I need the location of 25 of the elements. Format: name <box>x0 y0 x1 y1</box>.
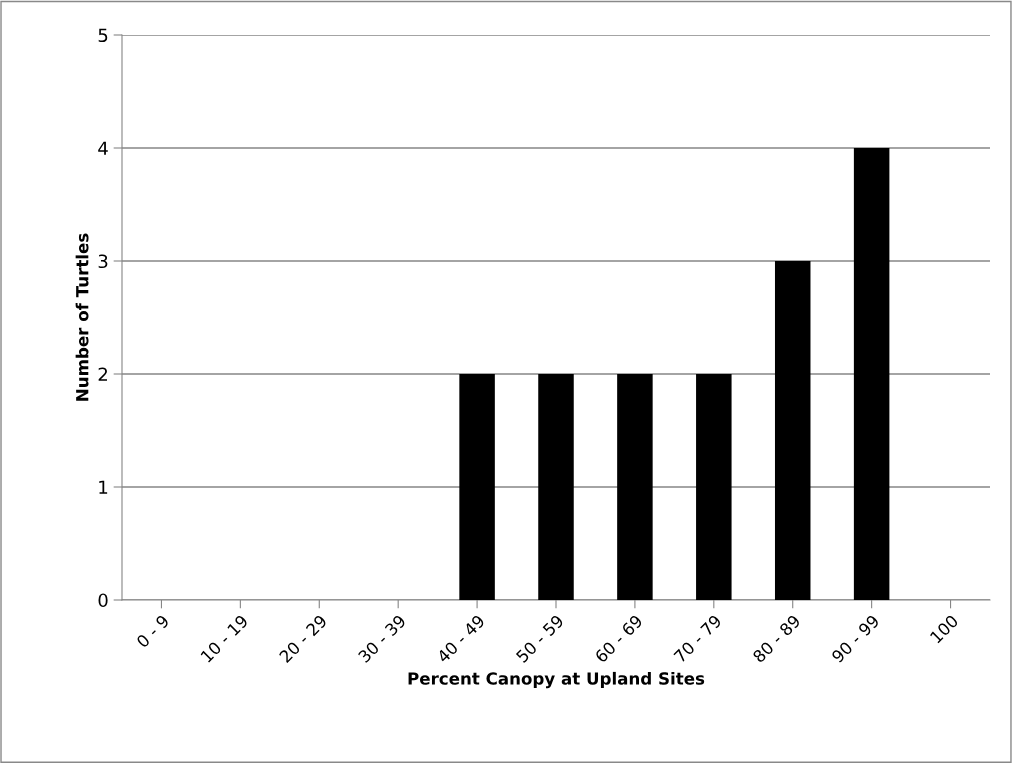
x-axis-title: Percent Canopy at Upland Sites <box>408 671 705 689</box>
y-tick-label: 4 <box>98 141 108 155</box>
x-tick-label: 70 - 79 <box>673 614 723 664</box>
x-tick-label: 20 - 29 <box>278 614 328 664</box>
x-tick-label: 60 - 69 <box>594 614 644 664</box>
x-tick-label: 50 - 59 <box>515 614 565 664</box>
x-tick-label: 10 - 19 <box>200 614 249 663</box>
bar <box>617 374 653 600</box>
y-axis-title: Number of Turtles <box>75 233 89 401</box>
x-tick-label: 0 - 9 <box>135 614 170 649</box>
x-tick-label: 30 - 39 <box>357 614 407 664</box>
x-tick-label: 90 - 99 <box>830 614 880 664</box>
y-tick-label: 0 <box>98 593 108 608</box>
y-tick-label: 3 <box>98 254 108 269</box>
x-tick-label: 100 <box>929 614 959 644</box>
bar <box>853 148 890 600</box>
bar <box>774 261 811 600</box>
bar <box>538 374 574 600</box>
y-tick-label: 1 <box>99 480 108 494</box>
bar <box>696 374 732 600</box>
bar <box>459 374 495 600</box>
y-tick-label: 2 <box>98 367 107 381</box>
x-tick-label: 40 - 49 <box>436 614 486 664</box>
x-tick-label: 80 - 89 <box>752 614 802 664</box>
y-tick-label: 5 <box>98 28 108 43</box>
